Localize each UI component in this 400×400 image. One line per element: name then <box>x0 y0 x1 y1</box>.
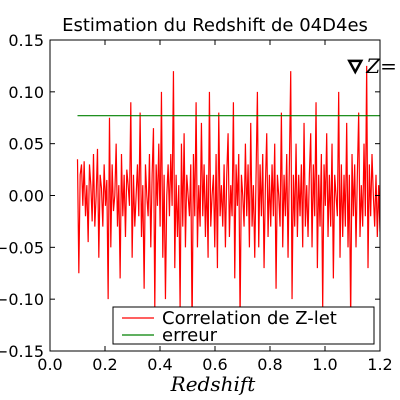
y-tick-label: 0.05 <box>8 135 44 154</box>
legend-box <box>112 306 375 345</box>
redshift-marker-icon <box>347 59 364 75</box>
y-tick-label: 0.10 <box>8 83 44 102</box>
legend-label-correlation: Correlation de Z-let <box>162 308 337 329</box>
annotation-label: Z= <box>365 54 397 78</box>
y-tick-label: −0.15 <box>0 342 44 361</box>
x-tick-label: 0.8 <box>257 355 282 374</box>
x-tick-label: 1.2 <box>367 355 392 374</box>
tick-layer: 0.0 0.2 0.4 0.6 0.8 1.0 1.2 0.15 0.10 0.05 0.00 −0.… <box>0 31 393 374</box>
legend-label-erreur: erreur <box>162 325 218 346</box>
x-axis-label: Redshift <box>170 372 257 396</box>
x-tick-label: 0.0 <box>37 355 62 374</box>
series-line-correlation <box>76 65 380 331</box>
chart-title: Estimation du Redshift de 04D4es <box>62 15 368 36</box>
x-tick-label: 0.2 <box>92 355 117 374</box>
x-tick-label: 0.6 <box>202 355 227 374</box>
legend: Correlation de Z-let erreur <box>112 306 375 346</box>
x-tick-label: 0.4 <box>147 355 172 374</box>
y-tick-label: 0.00 <box>8 187 44 206</box>
x-tick-label: 1.0 <box>312 355 337 374</box>
series-layer <box>76 65 380 331</box>
y-tick-label: 0.15 <box>8 31 44 50</box>
marker-layer: Z= <box>347 54 397 78</box>
y-tick-label: −0.10 <box>0 290 44 309</box>
y-tick-label: −0.05 <box>0 238 44 257</box>
